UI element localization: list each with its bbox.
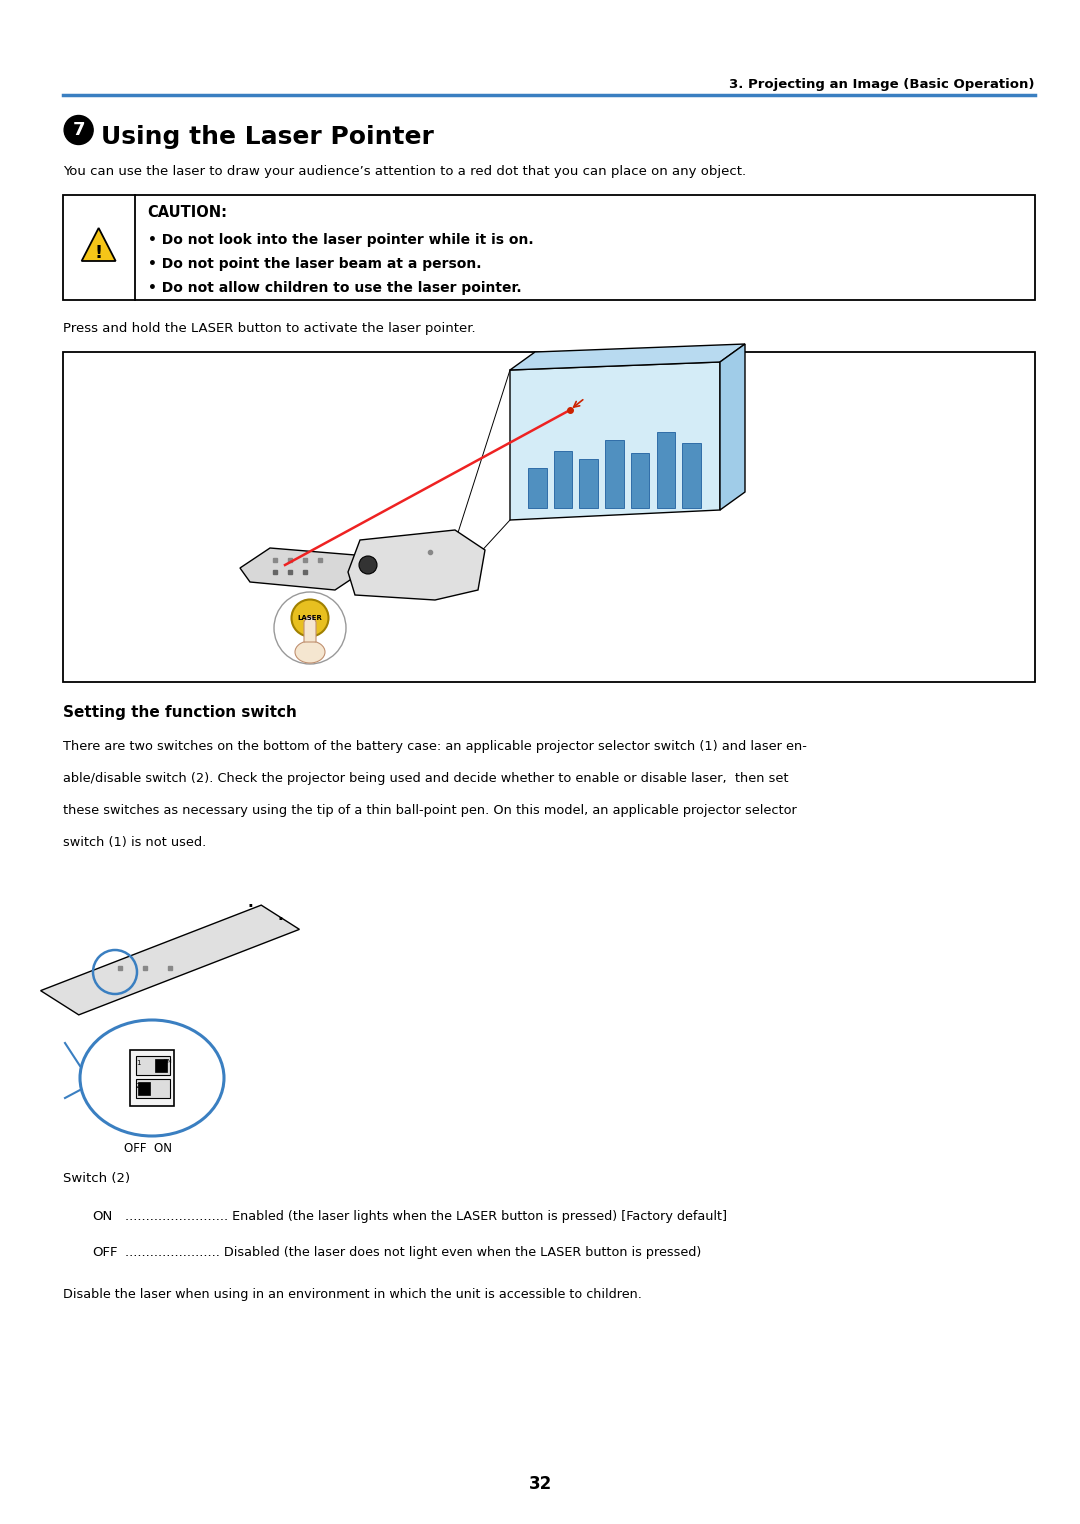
Text: 1: 1 — [136, 1061, 140, 1065]
Text: these switches as necessary using the tip of a thin ball-point pen. On this mode: these switches as necessary using the ti… — [63, 805, 796, 817]
Text: You can use the laser to draw your audience’s attention to a red dot that you ca: You can use the laser to draw your audie… — [63, 165, 746, 178]
Bar — [683, 443, 701, 507]
Polygon shape — [510, 344, 745, 370]
Text: ▪: ▪ — [279, 916, 282, 920]
Text: 2: 2 — [136, 1084, 140, 1090]
Text: • Do not look into the laser pointer while it is on.: • Do not look into the laser pointer whi… — [148, 233, 534, 247]
Text: ON: ON — [93, 1210, 113, 1222]
Polygon shape — [41, 905, 299, 1015]
Text: OFF  ON: OFF ON — [124, 1141, 172, 1155]
Bar — [528, 468, 546, 507]
Polygon shape — [303, 616, 316, 642]
Bar — [136, 1056, 170, 1074]
Ellipse shape — [80, 1020, 224, 1135]
Text: switch (1) is not used.: switch (1) is not used. — [63, 837, 206, 849]
Text: ....................... Disabled (the laser does not light even when the LASER b: ....................... Disabled (the la… — [124, 1247, 701, 1259]
Ellipse shape — [295, 642, 325, 663]
Text: 3. Projecting an Image (Basic Operation): 3. Projecting an Image (Basic Operation) — [729, 78, 1035, 91]
Bar — [554, 451, 572, 507]
Text: There are two switches on the bottom of the battery case: an applicable projecto: There are two switches on the bottom of … — [63, 741, 807, 753]
Ellipse shape — [274, 591, 346, 664]
Text: • Do not point the laser beam at a person.: • Do not point the laser beam at a perso… — [148, 258, 482, 271]
Text: ON: ON — [162, 1059, 172, 1064]
Text: 7: 7 — [72, 120, 85, 139]
Bar — [130, 1050, 174, 1106]
Polygon shape — [240, 549, 365, 590]
Text: ▪: ▪ — [248, 902, 252, 907]
Polygon shape — [82, 229, 116, 261]
Text: !: ! — [95, 244, 103, 262]
Text: OFF: OFF — [93, 1247, 118, 1259]
Bar — [605, 439, 623, 507]
Polygon shape — [510, 363, 720, 520]
Text: Press and hold the LASER button to activate the laser pointer.: Press and hold the LASER button to activ… — [63, 322, 475, 335]
Bar — [63, 195, 1035, 300]
Text: LASER: LASER — [298, 616, 323, 620]
Bar — [156, 1059, 167, 1071]
Text: Setting the function switch: Setting the function switch — [63, 706, 297, 719]
Text: able/disable switch (2). Check the projector being used and decide whether to en: able/disable switch (2). Check the proje… — [63, 773, 788, 785]
Bar — [631, 453, 649, 507]
Bar — [138, 1082, 150, 1096]
Circle shape — [292, 599, 328, 637]
Bar — [136, 1079, 170, 1097]
Text: • Do not allow children to use the laser pointer.: • Do not allow children to use the laser… — [148, 280, 522, 296]
Polygon shape — [720, 344, 745, 511]
Bar — [657, 431, 675, 507]
Text: 32: 32 — [528, 1475, 552, 1494]
Bar — [580, 459, 598, 507]
Bar — [63, 352, 1035, 683]
Circle shape — [64, 116, 93, 145]
Text: Using the Laser Pointer: Using the Laser Pointer — [100, 125, 433, 149]
Text: Disable the laser when using in an environment in which the unit is accessible t: Disable the laser when using in an envir… — [63, 1288, 642, 1301]
Polygon shape — [348, 530, 485, 600]
Circle shape — [359, 556, 377, 575]
Text: ......................... Enabled (the laser lights when the LASER button is pre: ......................... Enabled (the l… — [124, 1210, 727, 1222]
Text: CAUTION:: CAUTION: — [148, 206, 228, 219]
Text: Switch (2): Switch (2) — [63, 1172, 130, 1186]
